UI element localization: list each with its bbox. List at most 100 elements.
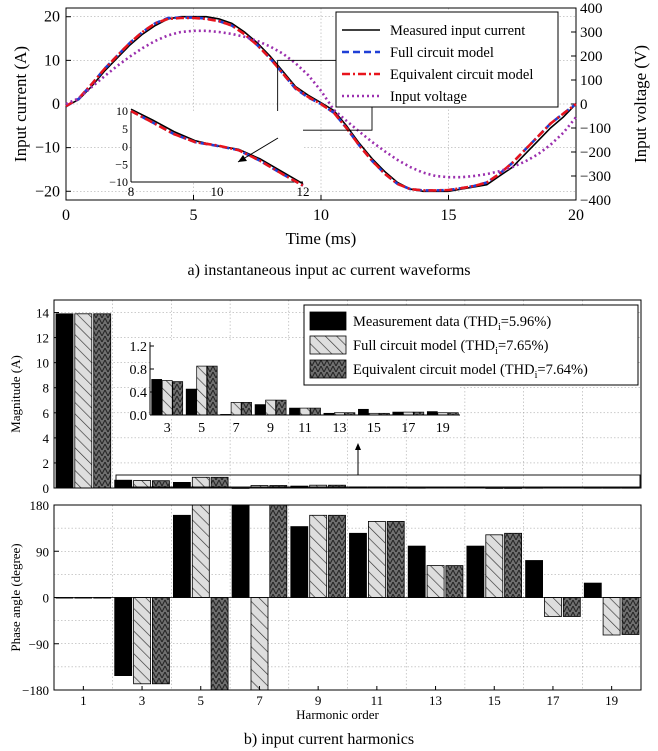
inset-bar-s1-7: [230, 402, 242, 416]
phase-bar-s2-9: [328, 514, 346, 598]
inset-x-tick-label: 12: [297, 184, 310, 199]
mag-bar-s2-1: [93, 313, 112, 489]
inset-x-tick-label: 3: [164, 421, 171, 436]
inset-x-tick-label: 11: [298, 421, 311, 436]
x-tick-label: 20: [568, 207, 584, 224]
inset-x-tick-label: 5: [198, 421, 205, 436]
phase-bar-s2-11: [386, 521, 405, 598]
series-line-2: [65, 16, 577, 192]
legend-label-0: Measurement data (THDi=5.96%): [353, 314, 551, 333]
inset-x-tick-label: 15: [367, 421, 381, 436]
phase-y-tick-label: 90: [36, 544, 49, 559]
phase-x-tick-label: 17: [546, 693, 560, 708]
inset-series-line-2: [130, 109, 304, 187]
inset-x-tick-label: 9: [267, 421, 274, 436]
inset-x-tick-label: 17: [401, 421, 415, 436]
y-tick-label: 20: [44, 9, 60, 26]
phase-y-axis-title: Phase angle (degree): [8, 543, 23, 651]
mag-y-tick-label: 8: [43, 381, 50, 396]
legend-label-1: Full circuit model: [390, 45, 494, 61]
y2-tick-label: 100: [580, 73, 603, 89]
inset-y-tick-label: 10: [116, 104, 128, 118]
inset-bar-s2-7: [241, 402, 252, 416]
legend-box: [303, 304, 639, 386]
inset-y-tick-label: 0.0: [130, 409, 148, 424]
inset-x-tick-label: 10: [211, 184, 224, 199]
legend: Measurement data (THDi=5.96%) Full circui…: [303, 304, 639, 386]
inset-y-tick-label: 1.2: [130, 340, 148, 355]
mag-bar-s0-1: [55, 313, 74, 489]
phase-x-tick-label: 3: [139, 693, 146, 708]
phase-bar-s1-7: [250, 597, 269, 691]
phase-bar-s1-15: [485, 534, 504, 598]
mag-y-axis-title: Magnitude (A): [8, 355, 23, 433]
inset-bar-s0-11: [289, 407, 300, 416]
legend-swatch-0: [309, 311, 347, 331]
mag-bar-s1-1: [74, 313, 93, 489]
y-axis-title: Input current (A): [11, 46, 30, 162]
y2-tick-label: 400: [580, 1, 603, 17]
phase-bar-s1-3: [133, 597, 152, 685]
y-tick-label: 0: [52, 96, 60, 113]
phase-bar-s2-19: [621, 597, 640, 635]
waveform-chart: 0 5 10 15 20−20−1001020−400−300−200−10001002…: [11, 1, 650, 248]
inset-y-tick-label: −5: [115, 157, 128, 171]
caption-b: b) input current harmonics: [244, 731, 414, 748]
phase-bar-s1-13: [426, 565, 445, 598]
mag-y-tick-label: 12: [36, 331, 49, 346]
phase-bar-s1-19: [602, 597, 621, 636]
legend-label-1: Full circuit model (THDi=7.65%): [353, 338, 549, 357]
caption-a: a) instantaneous input ac current wavefo…: [187, 262, 470, 279]
inset-y-tick-label: 0: [122, 140, 128, 154]
phase-x-tick-label: 7: [256, 693, 263, 708]
phase-bar-s2-7: [269, 504, 288, 598]
mag-y-tick-label: 0: [43, 481, 50, 496]
inset-bar-s2-9: [275, 399, 287, 416]
phase-x-tick-label: 1: [80, 693, 87, 708]
phase-bar-s1-11: [367, 521, 386, 598]
phase-bar-s2-17: [562, 597, 581, 617]
harmonic-magnitude-chart: 0 2 4 6 8 10 12 14 Magnitude (A) 0.0 0.4 0.8 1.2 3 5 7 9…: [8, 299, 642, 496]
mag-y-tick-label: 10: [36, 356, 49, 371]
phase-bar-s0-13: [407, 545, 426, 598]
phase-bar-s0-17: [525, 560, 543, 598]
mag-frame: [53, 299, 642, 489]
inset-bar-s0-3: [151, 379, 163, 416]
phase-bar-s0-7: [231, 504, 250, 598]
inset-bar-s1-11: [299, 407, 311, 416]
phase-bar-s2-15: [504, 532, 523, 598]
inset-y-tick-label: 0.4: [130, 386, 148, 401]
x-tick-label: 0: [62, 207, 70, 224]
phase-bar-s0-3: [114, 597, 133, 676]
legend-swatch-1: [309, 335, 347, 355]
phase-y-tick-label: −180: [22, 683, 49, 698]
y-tick-label: −10: [35, 140, 60, 157]
legend-swatch-2: [309, 359, 347, 379]
legend-label-0: Measured input current: [390, 23, 525, 39]
inset-x-tick-label: 13: [332, 421, 346, 436]
legend: Measured input current Full circuit model…: [335, 11, 559, 108]
inset-bar-s0-19: [426, 411, 438, 416]
phase-x-tick-label: 19: [605, 693, 618, 708]
phase-bar-s0-9: [290, 526, 309, 598]
inset-x-tick-label: 7: [233, 421, 240, 436]
legend-label-3: Input voltage: [390, 89, 467, 105]
phase-x-tick-label: 15: [488, 693, 501, 708]
mag-bar-s2-5: [210, 476, 229, 489]
mag-y-tick-label: 2: [43, 456, 50, 471]
phase-bar-s1-9: [309, 514, 328, 598]
y2-tick-label: −400: [580, 193, 611, 209]
inset-bar-s0-5: [185, 388, 197, 416]
phase-bar-s1-17: [544, 597, 562, 617]
y2-tick-label: 200: [580, 49, 603, 65]
phase-bar-s0-11: [349, 532, 367, 598]
inset-y-tick-label: −10: [109, 175, 128, 189]
x-tick-label: 10: [313, 207, 329, 224]
mag-y-tick-label: 6: [43, 406, 50, 421]
phase-bar-s0-19: [583, 582, 602, 598]
phase-x-tick-label: 5: [198, 693, 205, 708]
inset-bar-s2-11: [310, 407, 321, 416]
inset-bar-s2-5: [206, 365, 218, 416]
